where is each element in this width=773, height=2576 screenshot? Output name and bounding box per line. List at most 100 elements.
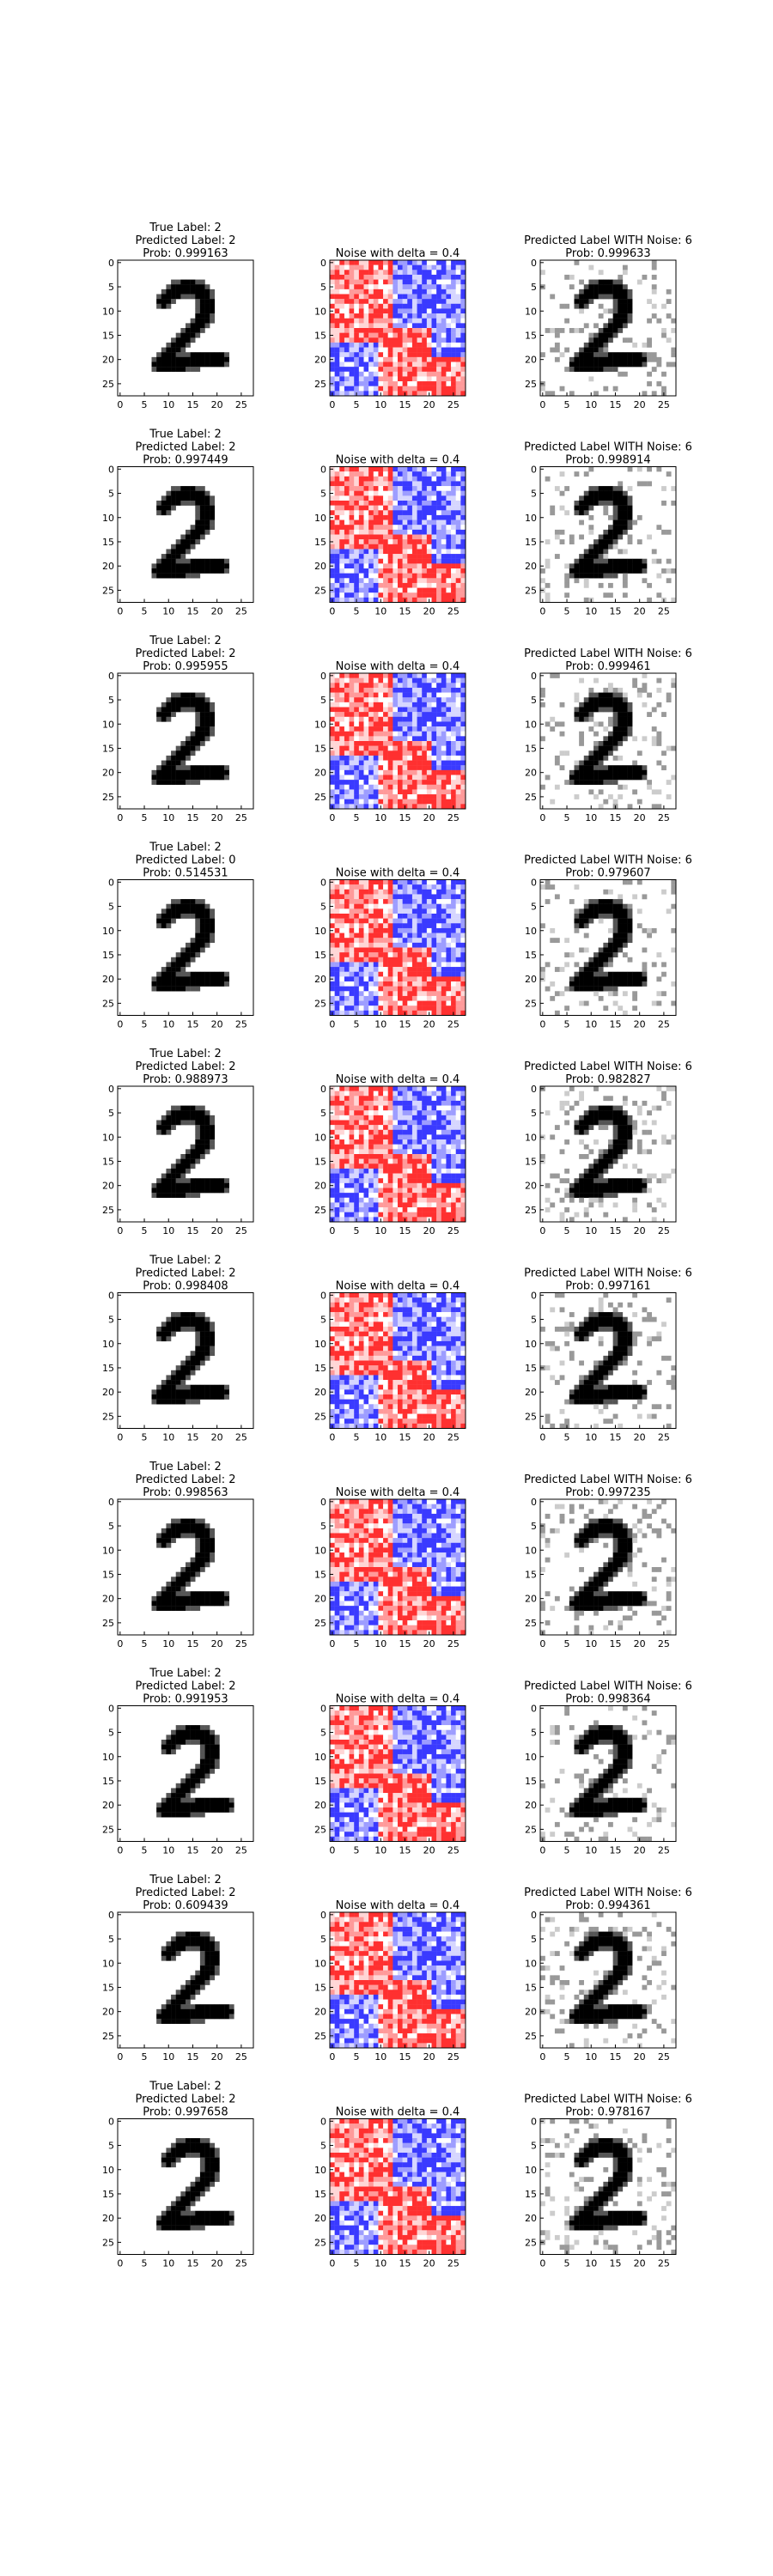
true-label-title: True Label: 2	[149, 2081, 222, 2093]
noise-y-tick: 5	[320, 489, 326, 500]
noise-y-tick: 10	[314, 513, 326, 524]
prob-title: Prob: 0.997449	[143, 454, 228, 467]
original-x-tick: 5	[142, 1845, 148, 1856]
noise-title: Noise with delta = 0.4	[336, 2106, 460, 2119]
noisy-x-tick: 15	[609, 1432, 621, 1443]
noisy-y-tick: 20	[525, 2213, 537, 2224]
true-label-title: True Label: 2	[149, 1048, 222, 1060]
noisy-y-tick: 20	[525, 768, 537, 779]
noise-prob-title: Prob: 0.999461	[565, 660, 650, 673]
noisy-x-tick: 0	[539, 1845, 545, 1856]
noisy-y-tick: 0	[531, 464, 537, 475]
noise-y-tick: 15	[314, 1776, 326, 1787]
noisy-x-tick: 10	[585, 2051, 597, 2063]
noise-y-tick: 20	[314, 1800, 326, 1811]
noise-x-tick: 10	[374, 1432, 386, 1443]
noise-prediction-title: Predicted Label WITH Noise: 6	[524, 441, 692, 454]
predicted-label-title: Predicted Label: 2	[135, 234, 235, 247]
noise-x-tick: 0	[329, 1019, 335, 1030]
noise-prob-title: Prob: 0.997235	[565, 1486, 650, 1499]
original-x-tick: 10	[162, 399, 174, 410]
true-label-title: True Label: 2	[149, 841, 222, 854]
noise-prediction-title: Predicted Label WITH Noise: 6	[524, 1473, 692, 1486]
original-y-tick: 25	[102, 998, 114, 1009]
noisy-x-tick: 0	[539, 1225, 545, 1236]
noisy-y-tick: 5	[531, 489, 537, 500]
noisy-x-tick: 20	[634, 1638, 646, 1649]
original-x-tick: 10	[162, 2051, 174, 2063]
noise-x-tick: 15	[399, 2051, 411, 2063]
original-y-tick: 5	[108, 2141, 114, 2152]
original-y-tick: 10	[102, 1752, 114, 1763]
noisy-y-tick: 20	[525, 355, 537, 366]
noise-x-tick: 10	[374, 2258, 386, 2269]
noise-y-tick: 0	[320, 1703, 326, 1714]
original-x-tick: 20	[211, 1638, 223, 1649]
noisy-x-tick: 20	[634, 2258, 646, 2269]
noise-x-tick: 5	[354, 1019, 360, 1030]
noisy-x-tick: 0	[539, 399, 545, 410]
original-x-tick: 10	[162, 812, 174, 823]
noise-x-tick: 5	[354, 1432, 360, 1443]
noisy-y-tick: 20	[525, 1387, 537, 1398]
original-x-tick: 5	[142, 1225, 148, 1236]
noise-y-tick: 5	[320, 1108, 326, 1119]
noisy-x-tick: 10	[585, 1225, 597, 1236]
original-x-tick: 0	[117, 606, 123, 617]
noise-x-tick: 0	[329, 812, 335, 823]
original-y-tick: 15	[102, 537, 114, 548]
noise-title: Noise with delta = 0.4	[336, 1073, 460, 1086]
noise-x-tick: 0	[329, 2051, 335, 2063]
noise-x-tick: 10	[374, 399, 386, 410]
noise-y-tick: 10	[314, 1958, 326, 1969]
original-x-tick: 0	[117, 2051, 123, 2063]
noisy-x-tick: 25	[658, 1019, 670, 1030]
noise-y-tick: 5	[320, 1934, 326, 1945]
noisy-y-tick: 5	[531, 1108, 537, 1119]
prob-title: Prob: 0.995955	[143, 660, 228, 673]
noisy-x-tick: 25	[658, 399, 670, 410]
noise-x-tick: 25	[447, 1019, 460, 1030]
noise-y-tick: 15	[314, 2189, 326, 2200]
predicted-label-title: Predicted Label: 2	[135, 441, 235, 454]
original-y-tick: 0	[108, 464, 114, 475]
noise-y-tick: 0	[320, 1290, 326, 1301]
original-y-tick: 10	[102, 1545, 114, 1556]
noisy-y-tick: 10	[525, 719, 537, 730]
original-x-tick: 25	[235, 1019, 247, 1030]
noise-x-tick: 25	[447, 1638, 460, 1649]
original-y-tick: 20	[102, 2007, 114, 2018]
noise-x-tick: 15	[399, 1638, 411, 1649]
original-x-tick: 0	[117, 1845, 123, 1856]
original-y-tick: 20	[102, 768, 114, 779]
noisy-x-tick: 15	[609, 812, 621, 823]
noise-x-tick: 10	[374, 2051, 386, 2063]
original-y-tick: 5	[108, 1108, 114, 1119]
prob-title: Prob: 0.997658	[143, 2106, 228, 2119]
noisy-y-tick: 0	[531, 1497, 537, 1508]
noise-x-tick: 10	[374, 1019, 386, 1030]
noise-y-tick: 10	[314, 2165, 326, 2176]
predicted-label-title: Predicted Label: 2	[135, 1060, 235, 1073]
noisy-x-tick: 10	[585, 2258, 597, 2269]
noise-prob-title: Prob: 0.978167	[565, 2106, 650, 2119]
noisy-y-tick: 15	[525, 950, 537, 961]
predicted-label-title: Predicted Label: 2	[135, 1267, 235, 1280]
original-y-tick: 25	[102, 1618, 114, 1629]
noisy-y-tick: 10	[525, 1545, 537, 1556]
noise-y-tick: 15	[314, 330, 326, 341]
noise-x-tick: 5	[354, 399, 360, 410]
noise-x-tick: 20	[423, 606, 435, 617]
